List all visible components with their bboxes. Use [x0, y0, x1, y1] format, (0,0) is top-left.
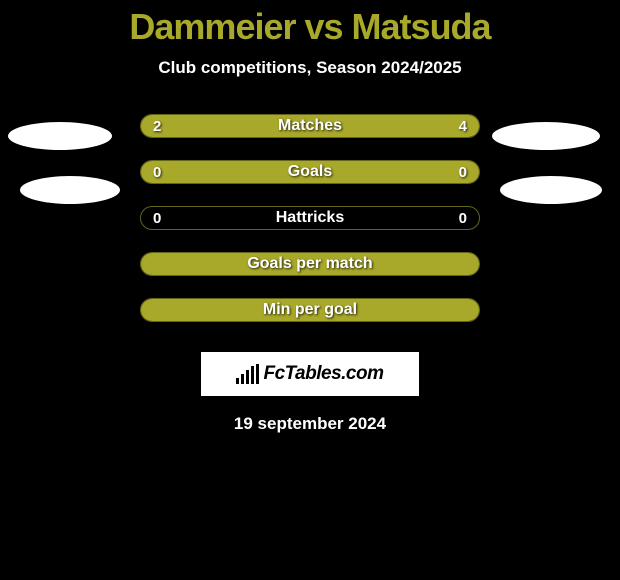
stat-value-left: 0 — [153, 164, 161, 181]
site-logo: FcTables.com — [201, 352, 419, 396]
subtitle: Club competitions, Season 2024/2025 — [0, 58, 620, 78]
stat-row: Goals per match — [140, 252, 480, 276]
stat-label: Goals — [288, 163, 332, 181]
player-ellipse — [492, 122, 600, 150]
stat-label: Goals per match — [247, 255, 372, 273]
stat-value-right: 0 — [459, 164, 467, 181]
player-ellipse — [500, 176, 602, 204]
stat-label: Min per goal — [263, 301, 357, 319]
stat-value-left: 2 — [153, 118, 161, 135]
stat-label: Matches — [278, 117, 342, 135]
logo-bars-icon — [236, 364, 259, 384]
stat-label: Hattricks — [276, 209, 344, 227]
stat-value-left: 0 — [153, 210, 161, 227]
player-ellipse — [8, 122, 112, 150]
stat-value-right: 4 — [459, 118, 467, 135]
player-ellipse — [20, 176, 120, 204]
stat-value-right: 0 — [459, 210, 467, 227]
stat-row: 0 0 Goals — [140, 160, 480, 184]
logo-text: FcTables.com — [263, 363, 383, 385]
page-title: Dammeier vs Matsuda — [0, 0, 620, 52]
date-label: 19 september 2024 — [0, 414, 620, 434]
stat-row: 0 0 Hattricks — [140, 206, 480, 230]
stat-row: 2 4 Matches — [140, 114, 480, 138]
stat-row: Min per goal — [140, 298, 480, 322]
